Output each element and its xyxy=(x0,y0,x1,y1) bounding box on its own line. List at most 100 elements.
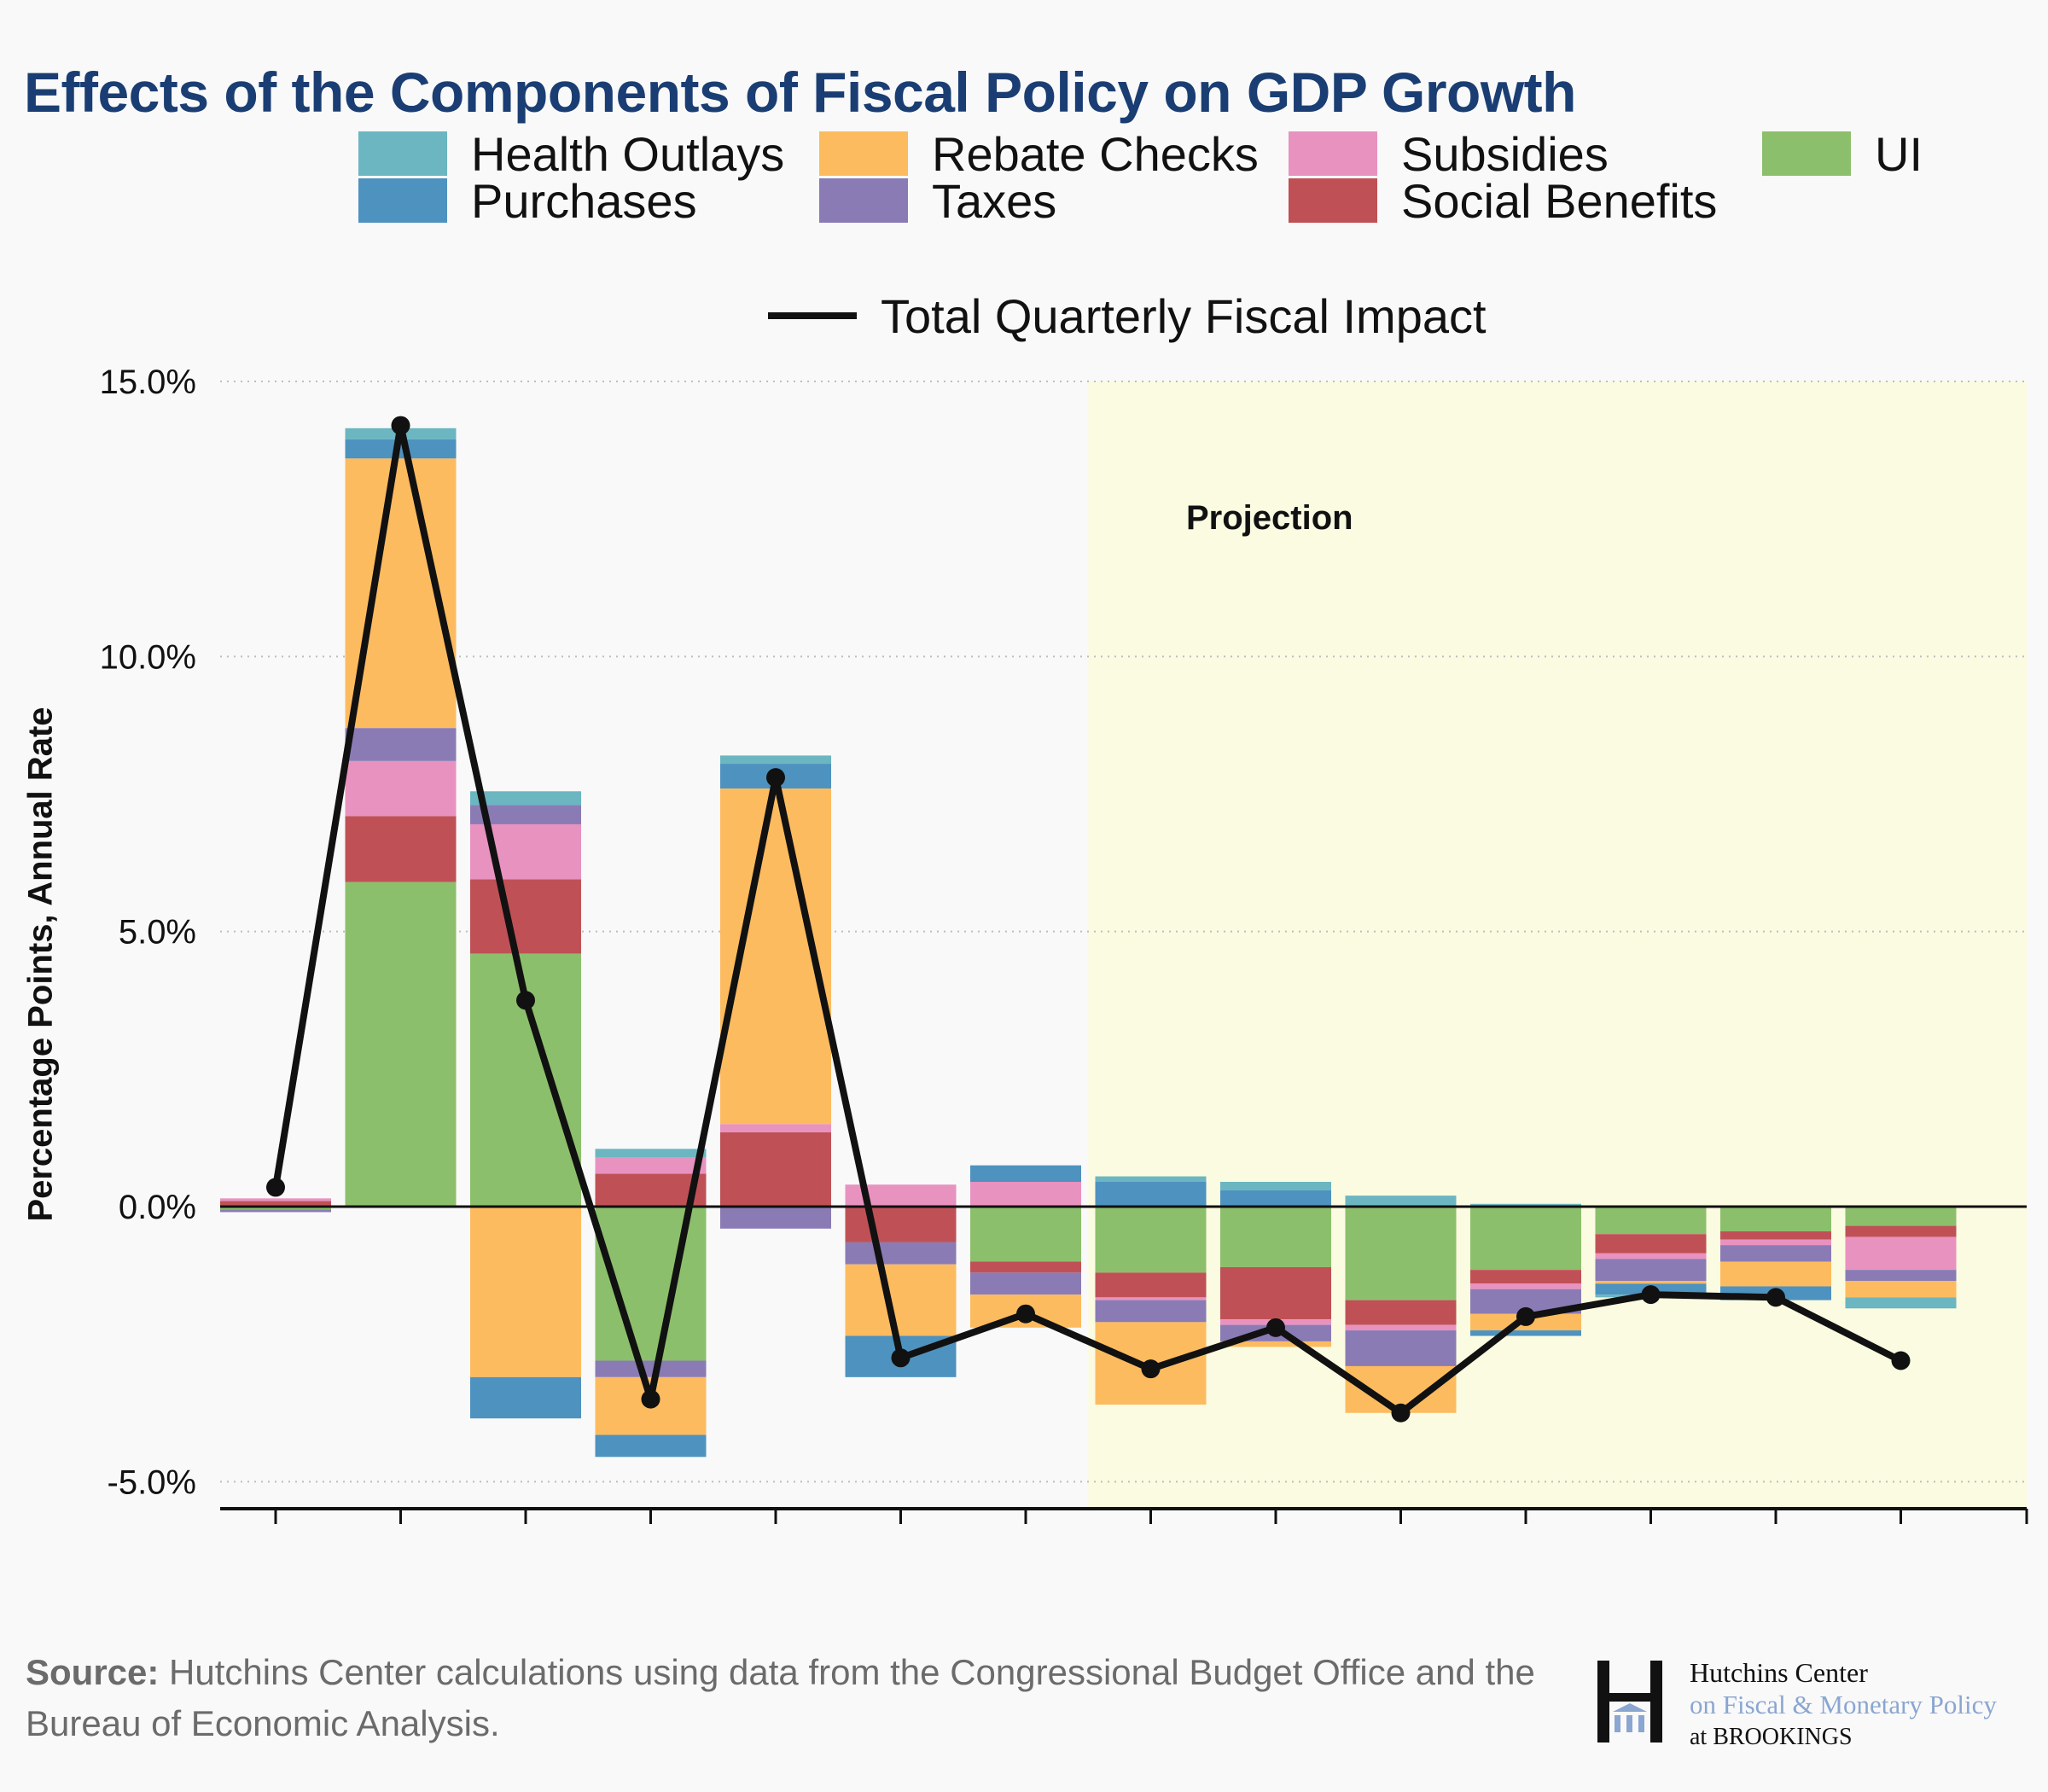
total-point xyxy=(1016,1304,1035,1324)
bar-segment-subsidies xyxy=(1845,1236,1957,1271)
bar-segment-social-benefits xyxy=(1720,1231,1831,1240)
bar-segment-rebate-checks xyxy=(1720,1261,1831,1287)
bar-segment-social-benefits xyxy=(845,1207,957,1242)
bar-segment-ui xyxy=(1095,1207,1207,1273)
bar-segment-ui xyxy=(970,1207,1081,1262)
bar-segment-rebate-checks xyxy=(1845,1281,1957,1298)
legend-item-purchases: Purchases xyxy=(358,174,697,228)
y-tick-label: 10.0% xyxy=(100,638,196,676)
total-point xyxy=(766,768,785,788)
bar-segment-purchases xyxy=(970,1165,1081,1182)
legend-item-total-line: Total Quarterly Fiscal Impact xyxy=(768,289,1487,343)
bar-segment-subsidies xyxy=(595,1156,707,1174)
y-tick-label: 5.0% xyxy=(119,914,196,951)
bar-segment-health-outlays xyxy=(595,1149,707,1157)
chart-title: Effects of the Components of Fiscal Poli… xyxy=(24,61,1576,124)
logo-line-1: Hutchins Center xyxy=(1690,1657,1868,1688)
total-point xyxy=(516,991,535,1010)
source-note: Source: Hutchins Center calculations usi… xyxy=(26,1647,1579,1749)
bar-segment-subsidies xyxy=(1720,1239,1831,1246)
bar-segment-subsidies xyxy=(1470,1283,1581,1289)
total-point xyxy=(1391,1403,1411,1423)
legend-swatch xyxy=(819,178,908,223)
source-prefix: Source: xyxy=(26,1652,160,1692)
legend-item-ui: UI xyxy=(1762,127,1923,181)
bar-segment-subsidies xyxy=(720,1124,831,1132)
bar-segment-taxes xyxy=(720,1207,831,1229)
legend-swatch xyxy=(1289,178,1377,223)
legend-label: UI xyxy=(1875,126,1923,181)
legend-item-subsidies: Subsidies xyxy=(1289,127,1609,181)
bar-segment-social-benefits xyxy=(1470,1270,1581,1284)
bar-segment-rebate-checks xyxy=(1595,1281,1707,1284)
legend-label: Taxes xyxy=(932,173,1057,228)
total-point xyxy=(891,1348,911,1368)
bar-segment-taxes xyxy=(970,1272,1081,1295)
bar-segment-purchases xyxy=(1095,1181,1207,1207)
bar-segment-subsidies xyxy=(1595,1253,1707,1260)
total-fiscal-impact-line xyxy=(272,422,1903,1417)
bar-segment-purchases xyxy=(1470,1330,1581,1336)
bar-segment-taxes xyxy=(595,1360,707,1377)
bar-segment-taxes xyxy=(1845,1270,1957,1282)
bar-segment-ui xyxy=(1345,1207,1457,1300)
legend-item-taxes: Taxes xyxy=(819,174,1056,228)
logo-line-2: on Fiscal & Monetary Policy xyxy=(1690,1690,1997,1719)
legend-item-health-outlays: Health Outlays xyxy=(358,127,784,181)
bar-segment-ui xyxy=(1720,1207,1831,1232)
bar-segment-ui xyxy=(1595,1207,1707,1235)
bar-segment-health-outlays xyxy=(720,755,831,765)
bar-segment-health-outlays xyxy=(1845,1297,1957,1309)
legend-swatch xyxy=(1289,131,1377,176)
total-point xyxy=(391,416,410,435)
bar-segment-taxes xyxy=(1595,1259,1707,1282)
bar-segment-health-outlays xyxy=(1220,1181,1331,1190)
total-point xyxy=(641,1389,660,1409)
bar-segment-rebate-checks xyxy=(1220,1341,1331,1347)
bar-segment-purchases xyxy=(595,1434,707,1457)
legend-item-rebate-checks: Rebate Checks xyxy=(819,127,1259,181)
legend-swatch xyxy=(358,131,447,176)
bar-segment-social-benefits xyxy=(970,1261,1081,1273)
projection-label: Projection xyxy=(1186,499,1353,537)
total-point xyxy=(1766,1288,1785,1307)
total-point xyxy=(1141,1359,1161,1379)
bar-segment-social-benefits xyxy=(1845,1225,1957,1237)
bar-segment-taxes xyxy=(345,728,457,761)
legend-swatch xyxy=(358,178,447,223)
total-point xyxy=(1266,1318,1285,1337)
total-point xyxy=(1516,1306,1535,1326)
legend-swatch xyxy=(1762,131,1851,176)
bar-segment-ui xyxy=(1845,1207,1957,1226)
legend-item-social-benefits: Social Benefits xyxy=(1289,174,1717,228)
legend: Health Outlays Purchases Rebate Checks Taxe… xyxy=(0,0,2048,358)
bar-segment-rebate-checks xyxy=(470,1207,581,1377)
y-axis-title: Percentage Points, Annual Rate xyxy=(21,707,60,1222)
legend-label: Total Quarterly Fiscal Impact xyxy=(881,288,1487,343)
source-text: Hutchins Center calculations using data … xyxy=(26,1652,1535,1743)
bar-segment-social-benefits xyxy=(1095,1272,1207,1298)
logo-line-3: at BROOKINGS xyxy=(1690,1724,1853,1750)
y-tick-label: 15.0% xyxy=(100,364,196,401)
bar-segment-purchases xyxy=(470,1376,581,1419)
legend-swatch xyxy=(819,131,908,176)
bar-segment-taxes xyxy=(1720,1245,1831,1262)
legend-label: Purchases xyxy=(471,173,697,228)
bar-segment-health-outlays xyxy=(1470,1203,1581,1207)
bar-segment-subsidies xyxy=(345,760,457,817)
bar-segment-taxes xyxy=(220,1209,331,1213)
total-point xyxy=(1891,1351,1911,1370)
bar-segment-subsidies xyxy=(1095,1297,1207,1300)
total-point xyxy=(266,1178,285,1197)
bar-segment-taxes xyxy=(1345,1330,1457,1366)
legend-label: Health Outlays xyxy=(471,126,785,181)
bar-segment-social-benefits xyxy=(470,879,581,954)
bar-segment-subsidies xyxy=(970,1181,1081,1207)
bar-segment-subsidies xyxy=(1345,1324,1457,1331)
bar-segment-social-benefits xyxy=(720,1132,831,1207)
bar-segment-purchases xyxy=(345,439,457,459)
bar-segment-social-benefits xyxy=(220,1201,331,1207)
y-tick-label: -5.0% xyxy=(108,1463,197,1501)
bar-segment-health-outlays xyxy=(1345,1196,1457,1207)
